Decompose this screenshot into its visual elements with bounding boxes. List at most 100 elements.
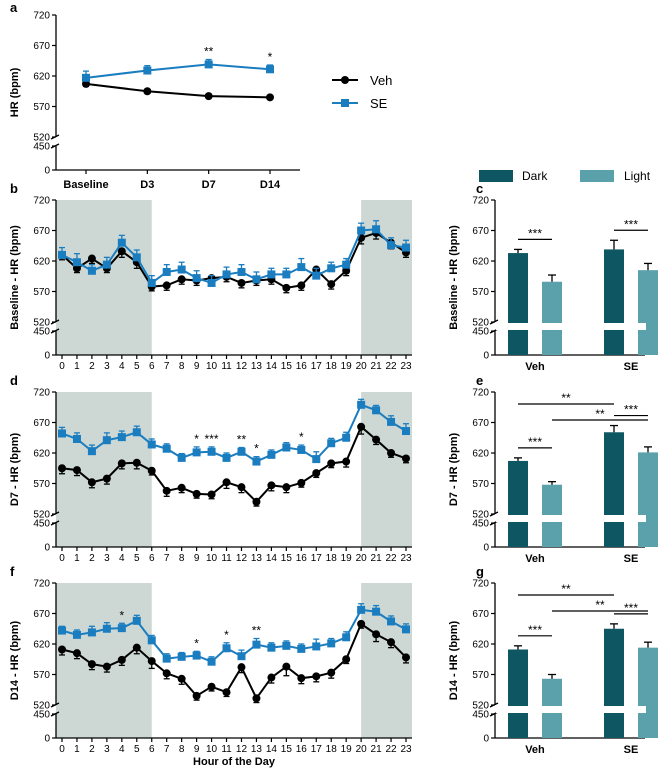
x-tick-label: 1 (74, 553, 80, 564)
data-point-se (222, 453, 231, 462)
bar-veh-dark (508, 649, 528, 738)
data-point-veh (147, 466, 156, 475)
x-tick-label: 13 (251, 744, 263, 755)
x-tick-label: 15 (281, 553, 293, 564)
data-point-veh (297, 478, 306, 487)
data-point-veh (222, 478, 231, 487)
data-point-veh (282, 483, 291, 492)
data-point-se (177, 453, 186, 462)
x-tick-label: 5 (134, 553, 140, 564)
x-tick-label: 14 (266, 553, 278, 564)
y-tick-label: 620 (33, 449, 50, 460)
data-point-se (267, 270, 276, 279)
x-tick-label: 8 (179, 361, 185, 372)
y-tick-label: 720 (33, 11, 50, 22)
data-point-veh (72, 466, 81, 475)
x-tick-label: 8 (179, 744, 185, 755)
data-point-se (132, 253, 141, 262)
data-point-veh (342, 457, 351, 466)
data-point-se (162, 654, 171, 663)
y-tick-label: 520 (472, 510, 489, 521)
data-point-veh (387, 638, 396, 647)
data-point-se (147, 278, 156, 287)
data-point-veh (87, 660, 96, 669)
data-point-se (192, 448, 201, 457)
significance-marker: * (224, 628, 229, 642)
x-tick-label: 19 (341, 744, 353, 755)
data-point-se (147, 636, 156, 645)
y-tick-label: 450 (33, 519, 50, 530)
y-tick-label: 0 (44, 166, 50, 177)
x-tick-label: 11 (221, 361, 232, 372)
data-point-veh (102, 662, 111, 671)
data-point-veh (402, 653, 410, 662)
data-point-se (162, 267, 171, 276)
data-point-veh (117, 655, 126, 664)
x-tick-label: 14 (266, 361, 278, 372)
data-point-se (87, 628, 96, 637)
x-tick-label: 12 (236, 553, 248, 564)
y-tick-label: 0 (483, 543, 489, 554)
significance-marker: * (299, 430, 304, 444)
legend-light-swatch (580, 170, 614, 182)
significance-marker: * (194, 636, 199, 650)
data-point-se (342, 633, 351, 642)
data-point-se (252, 457, 261, 466)
x-tick-label: 23 (400, 744, 412, 755)
y-tick-label: 0 (483, 351, 489, 362)
data-point-veh (143, 87, 152, 96)
y-tick-label: 520 (472, 318, 489, 329)
x-tick-label: 22 (385, 361, 397, 372)
data-point-veh (327, 280, 336, 289)
bar-se-dark (604, 432, 624, 547)
y-tick-label: 520 (33, 510, 50, 521)
x-tick-label: 18 (326, 361, 338, 372)
series-line-veh (85, 82, 271, 99)
data-point-se (237, 447, 246, 456)
x-tick-label: Baseline (63, 179, 108, 191)
axis-break-band (496, 323, 646, 330)
data-point-se (162, 444, 171, 453)
data-point-se (357, 605, 366, 614)
y-tick-label: 620 (33, 72, 50, 83)
data-point-veh (102, 474, 111, 483)
data-point-veh (297, 674, 306, 683)
x-tick-label: 11 (221, 744, 232, 755)
data-point-se (297, 263, 306, 272)
legend-dark-swatch (479, 170, 513, 182)
significance-marker: * (119, 608, 124, 622)
y-tick-label: 450 (472, 710, 489, 721)
x-tick-label: 4 (119, 744, 125, 755)
data-point-se (282, 443, 291, 452)
x-tick-label: 17 (311, 744, 323, 755)
bar-veh-light (542, 281, 562, 355)
x-tick-label: 13 (251, 553, 263, 564)
data-point-veh (237, 663, 246, 672)
data-point-se (58, 250, 66, 259)
bar-se-light (638, 452, 658, 547)
x-tick-label: 22 (385, 553, 397, 564)
data-point-veh (327, 459, 336, 468)
data-point-se (117, 238, 126, 247)
x-tick-label: 14 (266, 744, 278, 755)
data-point-veh (162, 281, 171, 290)
data-point-veh (117, 459, 126, 468)
x-tick-label: 8 (179, 553, 185, 564)
panel-label: d (10, 373, 18, 388)
y-tick-label: 520 (33, 318, 50, 329)
data-point-se (87, 447, 96, 456)
x-tick-label: 20 (356, 361, 368, 372)
data-point-se (147, 440, 156, 449)
x-tick-label: 1 (74, 744, 80, 755)
data-point-se (402, 243, 410, 252)
data-point-veh (72, 264, 81, 273)
panel-label: f (10, 564, 15, 579)
data-point-veh (177, 275, 186, 284)
data-point-veh (237, 483, 246, 492)
x-tick-label: 0 (59, 744, 65, 755)
data-point-se (327, 439, 336, 448)
data-point-se (177, 652, 186, 661)
